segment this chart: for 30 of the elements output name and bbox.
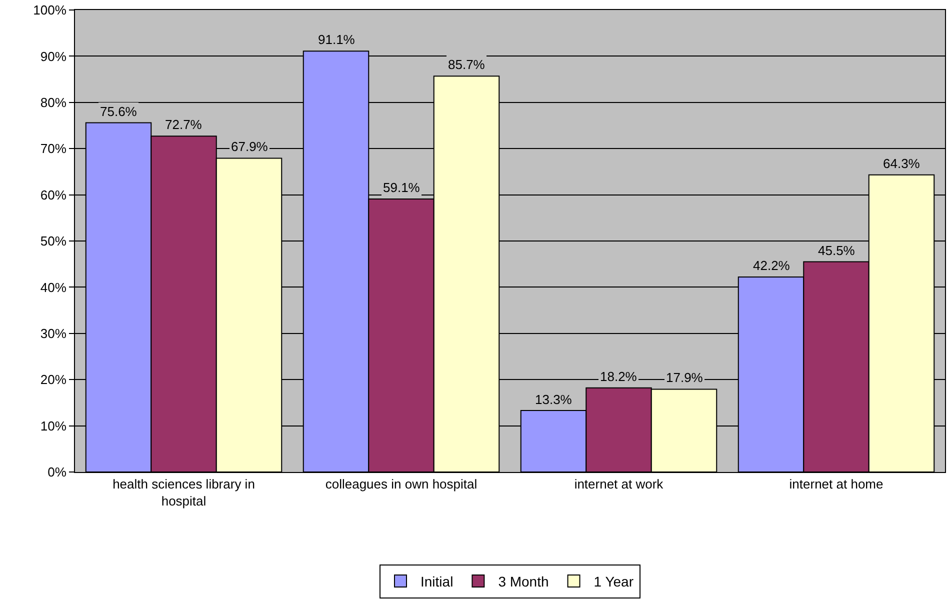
y-tick-label: 10% xyxy=(40,418,67,434)
text: 45.5% xyxy=(818,243,855,258)
x-tick-label: health sciences library in hospital xyxy=(112,476,255,508)
text: 91.1% xyxy=(318,32,355,47)
legend-label: Initial xyxy=(420,573,454,590)
y-tick-label: 100% xyxy=(33,2,67,18)
text: 67.9% xyxy=(231,139,268,154)
y-tick-label: 0% xyxy=(48,464,67,480)
text: 72.7% xyxy=(165,117,202,132)
y-tick-label: 40% xyxy=(40,280,67,295)
x-tick-label: colleagues in own hospital xyxy=(325,476,478,492)
y-tick-label: 90% xyxy=(40,48,67,64)
text: 59.1% xyxy=(383,180,420,195)
text: 85.7% xyxy=(448,57,485,72)
x-tick-label: internet at home xyxy=(789,476,884,492)
legend-label: 1 Year xyxy=(594,573,634,590)
text: 75.6% xyxy=(100,104,137,119)
text: 13.3% xyxy=(535,392,572,407)
y-tick-label: 70% xyxy=(40,141,67,156)
y-tick-label: 20% xyxy=(40,372,67,388)
text: 42.2% xyxy=(753,258,790,273)
text: 17.9% xyxy=(666,370,703,385)
y-tick-label: 50% xyxy=(40,234,67,249)
legend-label: 3 Month xyxy=(498,573,549,590)
x-tick-label: internet at work xyxy=(574,476,664,492)
text: 18.2% xyxy=(600,369,637,384)
y-tick-label: 80% xyxy=(40,94,67,110)
y-tick-label: 60% xyxy=(40,187,67,202)
text: 64.3% xyxy=(883,156,920,171)
y-tick-label: 30% xyxy=(40,326,67,341)
